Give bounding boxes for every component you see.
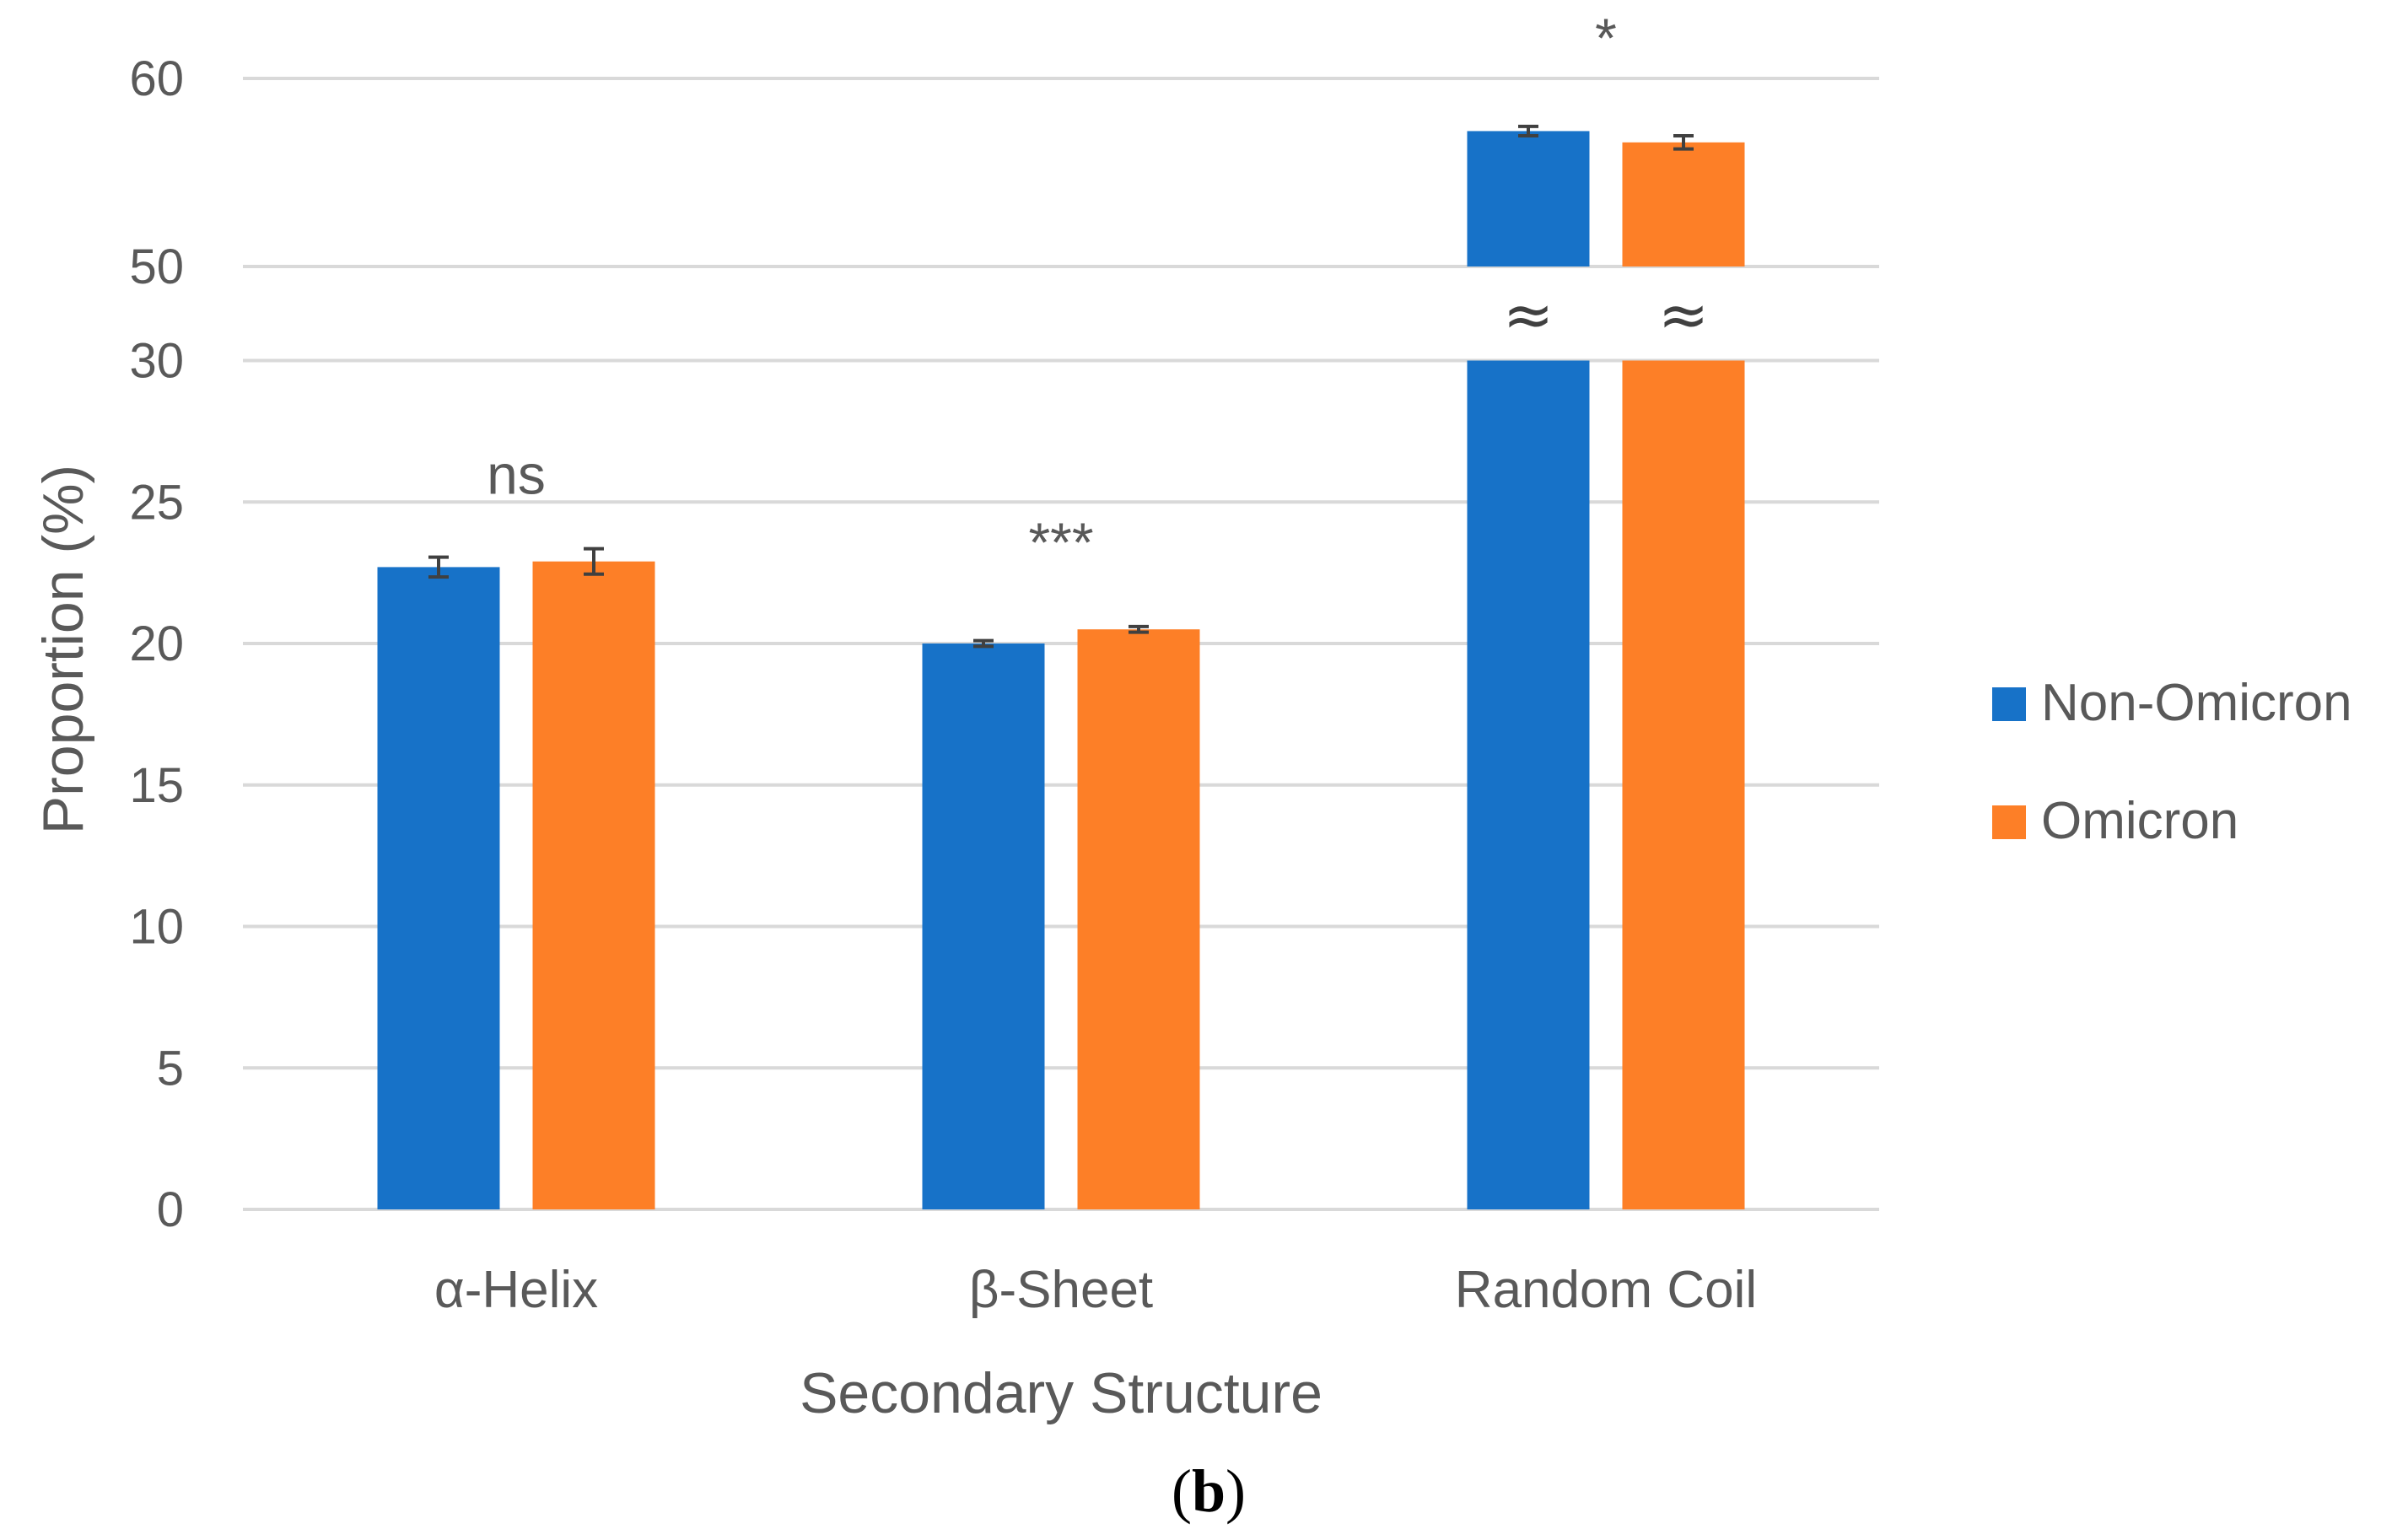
y-tick-label: 20: [129, 617, 184, 671]
error-bars: [428, 124, 1694, 649]
y-tick-label: 10: [129, 900, 184, 955]
panel-label-open: (: [1172, 1457, 1192, 1525]
error-bar: [1129, 624, 1149, 634]
y-axis-ticks: 0 5 10 15 20 25 30 50 60: [129, 51, 184, 1237]
legend-label-omicron: Omicron: [2041, 792, 2238, 850]
legend-swatch-omicron: [1992, 805, 2026, 839]
error-bar: [973, 638, 994, 649]
panel-label-letter: b: [1192, 1457, 1226, 1525]
error-bar: [1518, 124, 1538, 138]
error-bar: [584, 547, 604, 576]
bar-omicron-0: [532, 561, 655, 1209]
x-category-label: Random Coil: [1455, 1261, 1757, 1319]
significance-labels: ns****: [487, 7, 1617, 573]
legend: Non-Omicron Omicron: [1992, 674, 2352, 850]
y-tick-label: 15: [129, 758, 184, 813]
legend-swatch-non-omicron: [1992, 687, 2026, 721]
bar-non-omicron-2-upper: [1467, 131, 1590, 267]
bar-non-omicron-0: [377, 567, 500, 1209]
significance-label: ***: [1028, 511, 1093, 573]
bars: [377, 131, 1745, 1209]
legend-label-non-omicron: Non-Omicron: [2041, 674, 2352, 732]
x-axis-categories: α-Helix β-Sheet Random Coil: [434, 1261, 1757, 1319]
bar-omicron-2-upper: [1622, 142, 1745, 267]
y-tick-label: 5: [157, 1041, 184, 1096]
y-tick-label: 60: [129, 51, 184, 106]
axis-break-mark: ≈: [1503, 279, 1554, 350]
y-tick-label: 30: [129, 334, 184, 389]
panel-label-close: ): [1226, 1457, 1246, 1525]
gridlines: [243, 77, 1879, 1211]
bar-non-omicron-2-lower: [1467, 360, 1590, 1209]
x-category-label: α-Helix: [434, 1261, 598, 1319]
bar-omicron-1: [1077, 629, 1200, 1209]
y-tick-label: 50: [129, 240, 184, 294]
y-axis-title: Proportion (%): [31, 465, 95, 834]
bar-non-omicron-1: [922, 643, 1045, 1209]
error-bar: [428, 555, 449, 579]
y-tick-label: 25: [129, 475, 184, 530]
y-tick-label: 0: [157, 1182, 184, 1237]
x-category-label: β-Sheet: [969, 1261, 1153, 1319]
error-bar: [1673, 134, 1694, 151]
x-axis-title: Secondary Structure: [800, 1361, 1323, 1425]
significance-label: *: [1595, 7, 1617, 69]
bar-omicron-2-lower: [1622, 360, 1745, 1209]
panel-label: (b): [1172, 1457, 1246, 1525]
axis-break-marks: ≈ ≈: [1503, 279, 1709, 350]
significance-label: ns: [487, 444, 546, 506]
axis-break-mark: ≈: [1658, 279, 1709, 350]
